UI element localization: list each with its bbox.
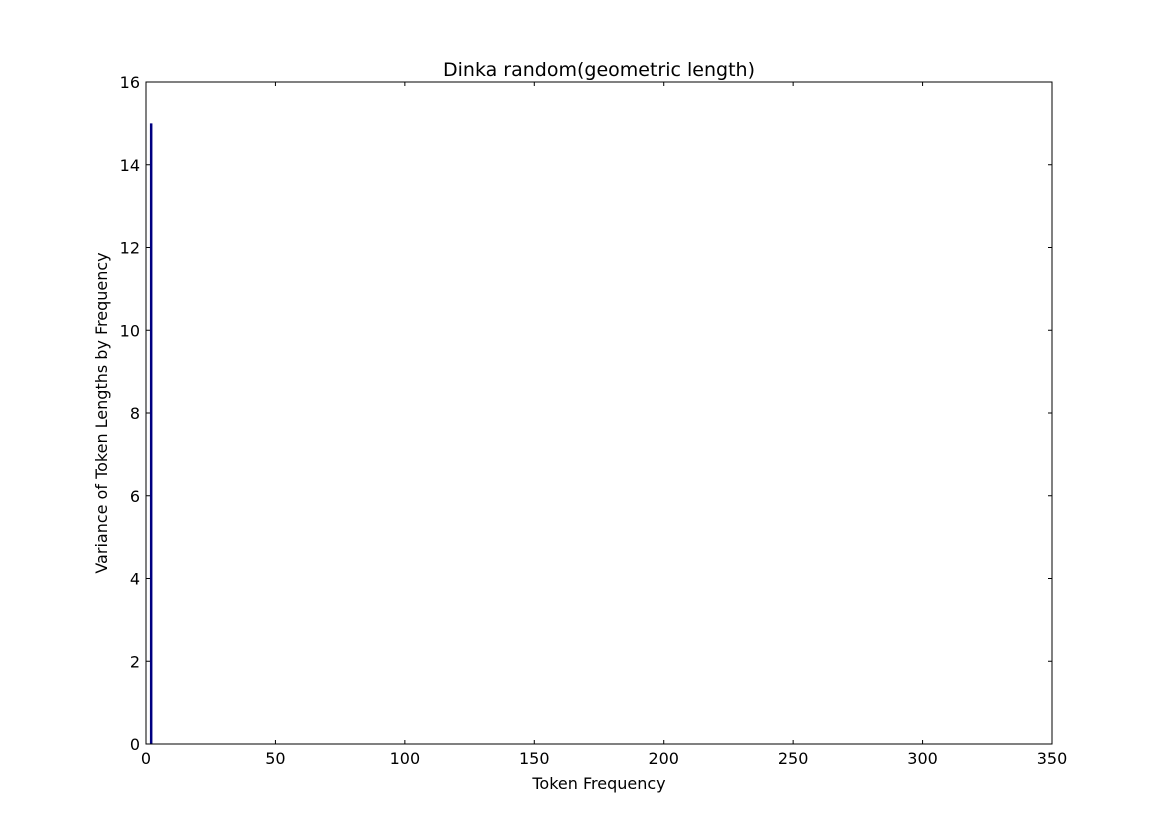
x-axis-label: Token Frequency xyxy=(531,774,665,793)
x-tick-label: 100 xyxy=(390,749,421,768)
y-tick-label: 6 xyxy=(130,487,140,506)
y-tick-label: 14 xyxy=(120,156,140,175)
x-tick-label: 300 xyxy=(907,749,938,768)
y-tick-label: 8 xyxy=(130,404,140,423)
plot-area xyxy=(146,82,1052,744)
y-tick-label: 0 xyxy=(130,735,140,754)
chart-title: Dinka random(geometric length) xyxy=(443,59,755,81)
x-tick-label: 350 xyxy=(1037,749,1068,768)
x-tick-label: 0 xyxy=(141,749,151,768)
x-tick-label: 250 xyxy=(778,749,809,768)
y-tick-label: 10 xyxy=(120,321,140,340)
y-tick-label: 12 xyxy=(120,239,140,258)
x-tick-label: 150 xyxy=(519,749,550,768)
x-tick-label: 200 xyxy=(648,749,679,768)
y-axis-label: Variance of Token Lengths by Frequency xyxy=(92,252,111,573)
y-tick-label: 16 xyxy=(120,73,140,92)
x-tick-label: 50 xyxy=(265,749,285,768)
y-tick-label: 4 xyxy=(130,570,140,589)
y-tick-label: 2 xyxy=(130,652,140,671)
